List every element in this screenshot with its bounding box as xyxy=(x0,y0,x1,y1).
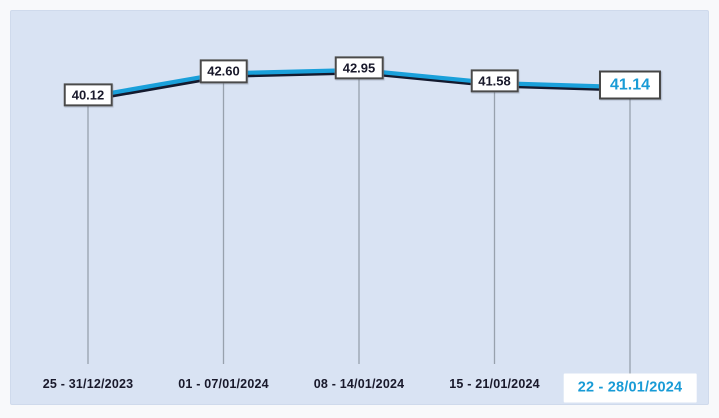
data-point-value-label: 42.60 xyxy=(199,59,248,83)
x-axis-label: 08 - 14/01/2024 xyxy=(313,377,405,391)
data-point-value-label: 41.14 xyxy=(598,70,662,100)
data-point-value-label: 41.58 xyxy=(470,69,519,93)
data-point-value-label: 42.95 xyxy=(334,56,384,80)
data-point-value-label: 40.12 xyxy=(63,83,113,107)
x-axis-label: 15 - 21/01/2024 xyxy=(449,377,540,391)
x-axis-label: 25 - 31/12/2023 xyxy=(42,377,134,391)
x-axis-label-highlighted: 22 - 28/01/2024 xyxy=(563,373,697,403)
x-axis-label: 01 - 07/01/2024 xyxy=(178,377,269,391)
